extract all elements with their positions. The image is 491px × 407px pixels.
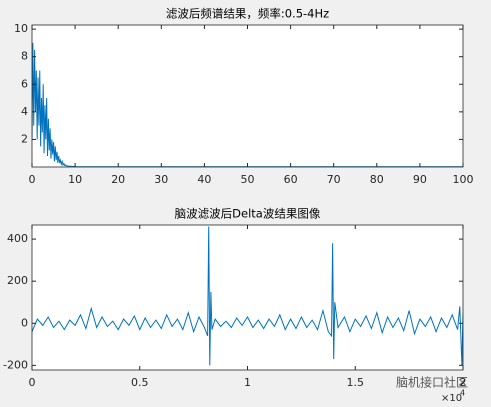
x-tick-label: 1 bbox=[244, 376, 251, 389]
x-tick-label: 0 bbox=[29, 173, 36, 186]
x-tick-label: 0.5 bbox=[131, 376, 149, 389]
x-tick-label: 70 bbox=[327, 173, 341, 186]
axes-background bbox=[32, 25, 463, 167]
x-tick-label: 40 bbox=[197, 173, 211, 186]
data-line bbox=[32, 226, 463, 366]
y-tick-label: 6 bbox=[21, 77, 28, 90]
axes-title: 脑波滤波后Delta波结果图像 bbox=[175, 207, 321, 221]
y-tick-label: 8 bbox=[21, 50, 28, 63]
x-tick-label: 1.5 bbox=[347, 376, 365, 389]
plot-area bbox=[32, 226, 463, 366]
axes-background bbox=[32, 225, 463, 370]
x-tick-label: 80 bbox=[370, 173, 384, 186]
watermark: 脑机接口社区 bbox=[396, 375, 468, 390]
y-tick-label: 0 bbox=[21, 316, 28, 329]
y-tick-label: -200 bbox=[3, 358, 28, 371]
x-tick-label: 90 bbox=[413, 173, 427, 186]
x-tick-label: 0 bbox=[29, 376, 36, 389]
x-multiplier: ×10 bbox=[441, 393, 462, 404]
axes-box bbox=[31, 24, 464, 168]
x-tick-label: 2 bbox=[460, 376, 467, 389]
x-tick-label: 10 bbox=[68, 173, 82, 186]
x-multiplier-power: 4 bbox=[460, 389, 465, 398]
y-tick-label: 10 bbox=[14, 22, 28, 35]
y-tick-label: 2 bbox=[21, 132, 28, 145]
axes-title: 滤波后频谱结果，频率:0.5-4Hz bbox=[166, 7, 329, 21]
axes-box bbox=[31, 224, 464, 371]
y-tick-label: 400 bbox=[7, 232, 28, 245]
x-tick-label: 20 bbox=[111, 173, 125, 186]
y-tick-label: 200 bbox=[7, 274, 28, 287]
y-tick-label: 4 bbox=[21, 105, 28, 118]
x-tick-label: 30 bbox=[154, 173, 168, 186]
x-tick-label: 50 bbox=[241, 173, 255, 186]
x-tick-label: 100 bbox=[453, 173, 474, 186]
x-tick-label: 60 bbox=[284, 173, 298, 186]
